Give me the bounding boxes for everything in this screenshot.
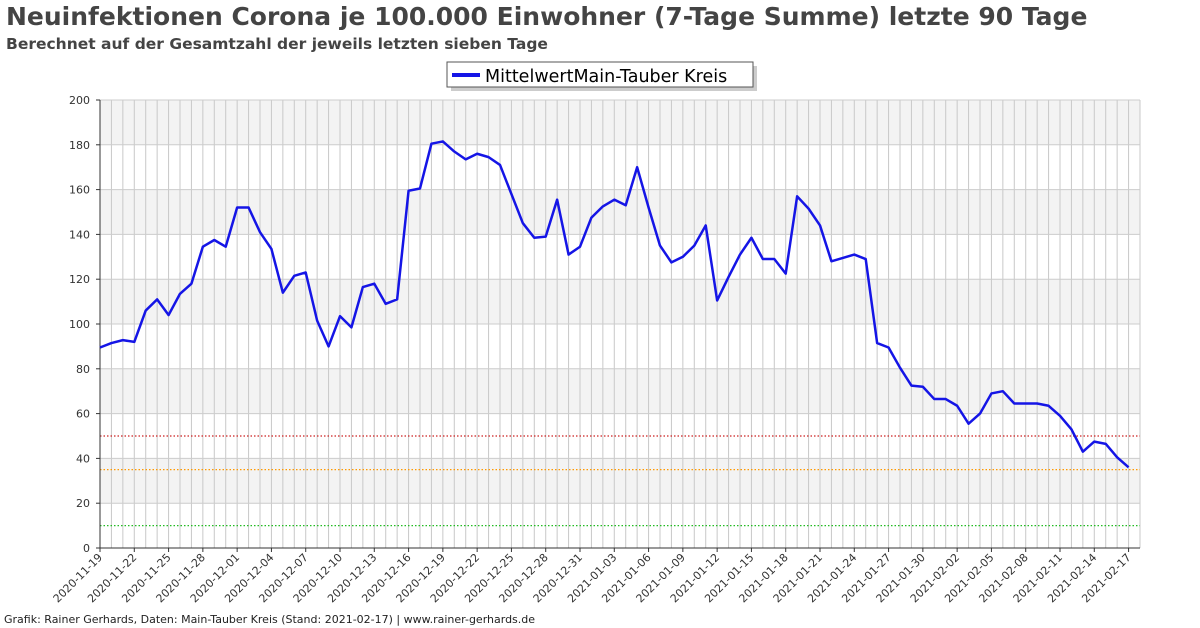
y-tick-label: 140 <box>69 228 90 241</box>
y-tick-label: 0 <box>83 542 90 555</box>
y-tick-label: 80 <box>76 363 90 376</box>
data-series <box>99 140 1130 469</box>
background-band <box>100 234 1140 280</box>
y-tick-label: 120 <box>69 273 90 286</box>
background-band <box>100 189 1140 235</box>
background-band <box>100 279 1140 324</box>
y-tick-label: 20 <box>76 497 90 510</box>
chart-footer: Grafik: Rainer Gerhards, Daten: Main-Tau… <box>4 613 536 626</box>
y-tick-label: 180 <box>69 139 90 152</box>
legend-label: MittelwertMain-Tauber Kreis <box>485 67 727 87</box>
background-band <box>100 413 1140 459</box>
x-axis-ticks: 2020-11-192020-11-222020-11-252020-11-28… <box>51 548 1134 605</box>
background-band <box>100 458 1140 504</box>
background-band <box>100 100 1140 145</box>
series-line <box>99 140 1130 469</box>
background-band <box>100 144 1140 190</box>
legend: MittelwertMain-Tauber Kreis <box>446 61 757 91</box>
background-bands <box>100 100 1140 548</box>
background-band <box>100 368 1140 414</box>
y-tick-label: 40 <box>76 452 90 465</box>
y-tick-label: 100 <box>69 318 90 331</box>
legend-box <box>446 61 754 88</box>
background-band <box>100 324 1140 369</box>
chart-subtitle: Berechnet auf der Gesamtzahl der jeweils… <box>6 35 548 53</box>
y-axis-ticks: 0 20 40 60 80 100 120 140 160 180 200 <box>69 94 100 555</box>
y-tick-label: 60 <box>76 408 90 421</box>
y-tick-label: 160 <box>69 184 90 197</box>
background-band <box>100 503 1140 548</box>
chart-title: Neuinfektionen Corona je 100.000 Einwohn… <box>6 2 1088 31</box>
y-tick-label: 200 <box>69 94 90 107</box>
